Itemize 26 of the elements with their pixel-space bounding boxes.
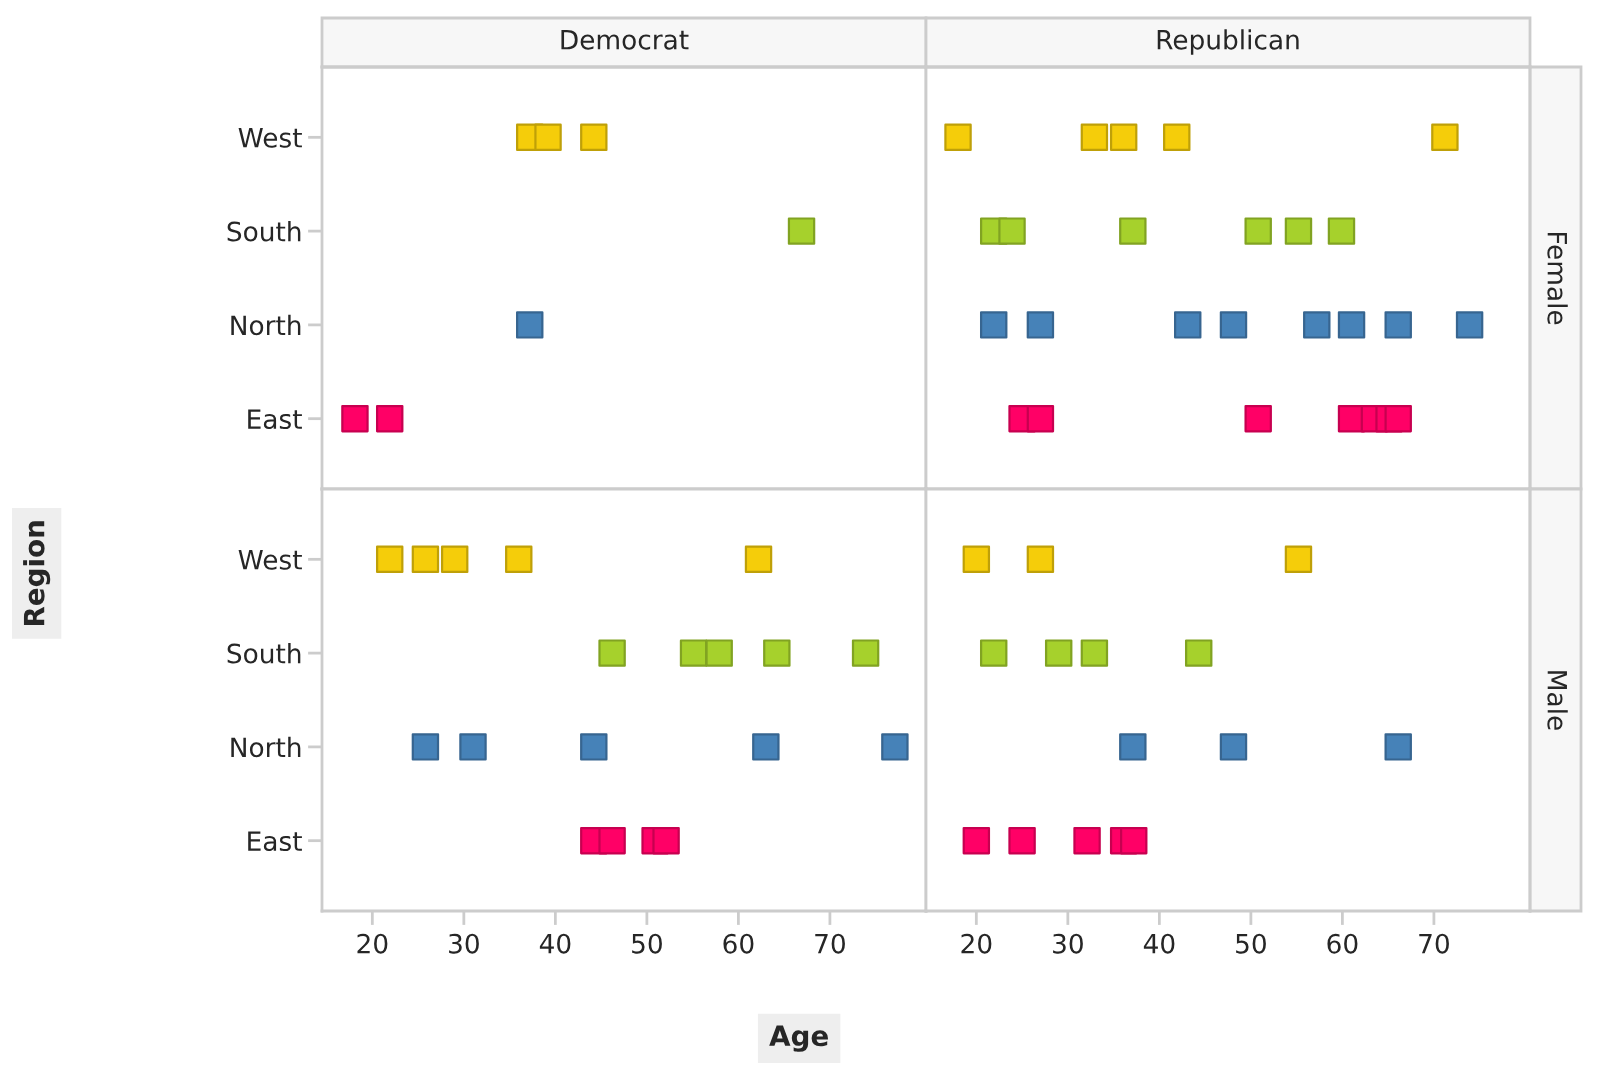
- x-tick-label: 70: [815, 933, 845, 954]
- y-tick-label: East: [248, 409, 302, 430]
- y-tick-label: South: [227, 221, 301, 242]
- y2-axis-title: Male: [1547, 671, 1568, 730]
- y-tick-label: North: [231, 314, 301, 336]
- x-tick-label: 60: [1327, 933, 1358, 954]
- y-tick-label: West: [238, 128, 302, 148]
- x-tick-label: 20: [961, 933, 992, 954]
- y-axis-title: Region: [23, 521, 51, 626]
- y-tick-label: East: [248, 831, 302, 852]
- x-tick-label: 30: [1053, 933, 1083, 954]
- y-tick-label: West: [238, 550, 302, 570]
- chart-title: Democrat: [561, 30, 689, 50]
- y-tick-label: North: [231, 736, 301, 758]
- x-tick-label: 50: [1236, 933, 1266, 954]
- x-axis-title: Age: [769, 1025, 828, 1052]
- x-tick-label: 50: [632, 933, 662, 954]
- x-tick-label: 70: [1419, 933, 1449, 954]
- x-tick-label: 30: [449, 933, 479, 954]
- y-tick-label: South: [227, 643, 301, 664]
- x-tick-label: 40: [539, 933, 571, 954]
- x-tick-label: 40: [1143, 933, 1175, 954]
- chart-title: Republican: [1157, 29, 1299, 55]
- y2-axis-title: Female: [1547, 232, 1568, 325]
- x-tick-label: 20: [357, 933, 388, 954]
- x-tick-label: 60: [723, 933, 754, 954]
